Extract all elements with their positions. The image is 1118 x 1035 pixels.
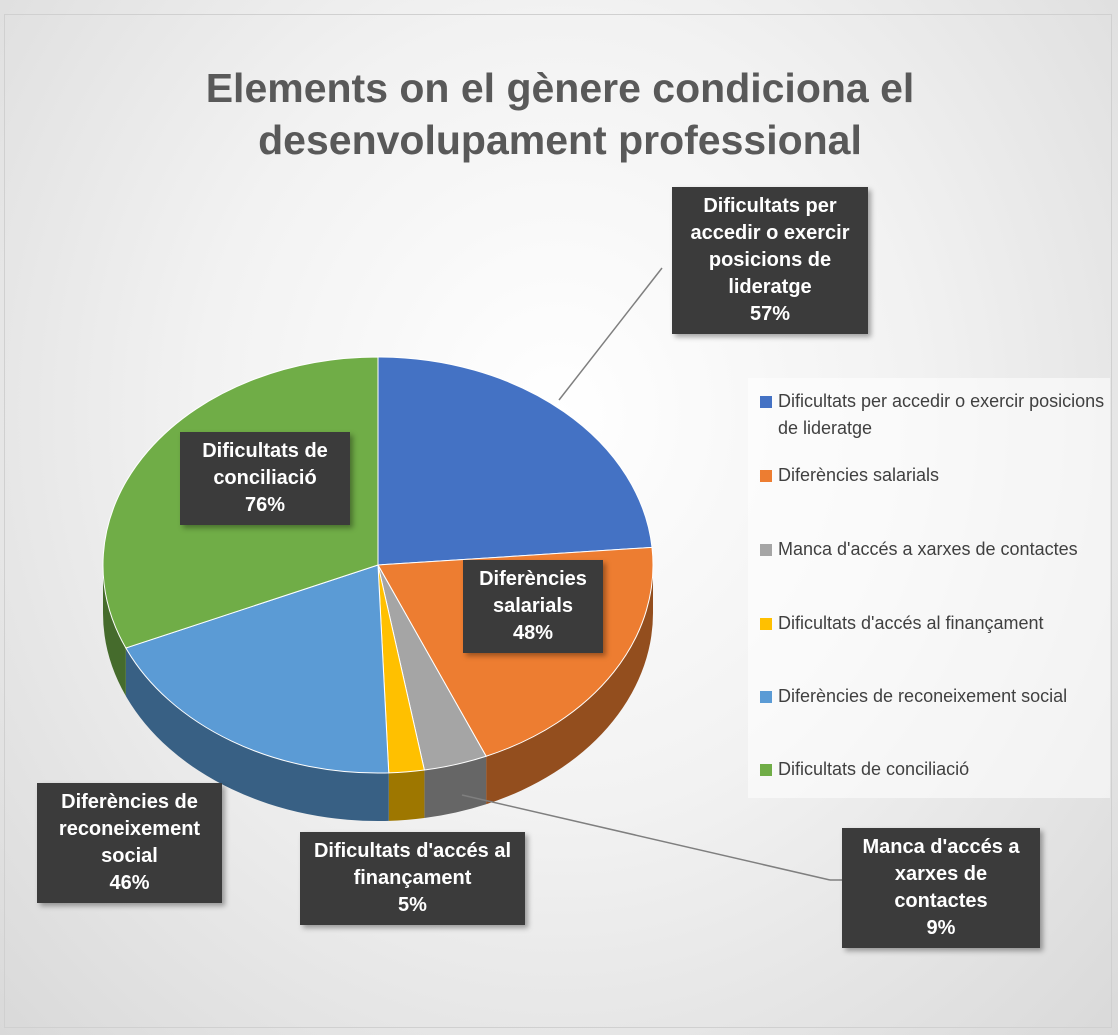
legend-label: Dificultats d'accés al finançament bbox=[778, 613, 1044, 633]
legend-swatch bbox=[760, 544, 772, 556]
label-value: 48% bbox=[512, 622, 554, 644]
label-category: Diferències de reconeixement social bbox=[58, 791, 201, 867]
leader-line bbox=[461, 794, 831, 881]
legend-swatch bbox=[760, 396, 772, 408]
legend-label: Dificultats de conciliació bbox=[778, 759, 970, 779]
leader-line bbox=[558, 267, 663, 401]
legend-swatch bbox=[760, 764, 772, 776]
legend-item: Diferències de reconeixement social bbox=[760, 683, 1118, 710]
slice-side bbox=[424, 756, 487, 819]
label-category: Dificultats d'accés al finançament bbox=[313, 840, 512, 889]
label-value: 76% bbox=[244, 494, 286, 516]
slice-side bbox=[486, 565, 653, 805]
chart-title: Elements on el gènere condiciona el dese… bbox=[205, 65, 915, 163]
slice bbox=[377, 356, 653, 566]
legend-item: Dificultats per accedir o exercir posici… bbox=[760, 388, 1118, 442]
data-label: Dificultats d'accés al finançament 5% bbox=[300, 832, 525, 925]
slice bbox=[125, 564, 390, 774]
legend-label: Diferències salarials bbox=[778, 465, 940, 485]
legend-label: Dificultats per accedir o exercir posici… bbox=[778, 391, 1105, 438]
legend-label: Manca d'accés a xarxes de contactes bbox=[778, 539, 1078, 559]
label-value: 5% bbox=[398, 894, 427, 916]
legend-item: Dificultats d'accés al finançament bbox=[760, 610, 1118, 637]
legend-item: Diferències salarials bbox=[760, 462, 1118, 489]
data-label: Dificultats de conciliació 76% bbox=[180, 432, 350, 525]
legend-swatch bbox=[760, 691, 772, 703]
legend-swatch bbox=[760, 618, 772, 630]
data-label: Diferències de reconeixement social 46% bbox=[37, 783, 222, 903]
label-category: Dificultats de conciliació bbox=[202, 440, 328, 489]
slice-side bbox=[125, 648, 389, 821]
chart-border bbox=[4, 14, 1112, 1028]
legend-item: Manca d'accés a xarxes de contactes bbox=[760, 536, 1118, 563]
data-label: Diferències salarials 48% bbox=[463, 560, 603, 653]
label-category: Dificultats per accedir o exercir posici… bbox=[690, 195, 850, 298]
legend-item: Dificultats de conciliació bbox=[760, 756, 1118, 783]
label-category: Diferències salarials bbox=[479, 568, 587, 617]
label-category: Manca d'accés a xarxes de contactes bbox=[862, 836, 1020, 912]
legend: Dificultats per accedir o exercir posici… bbox=[748, 378, 1110, 798]
legend-label: Diferències de reconeixement social bbox=[778, 686, 1068, 706]
label-value: 57% bbox=[749, 303, 791, 325]
label-value: 9% bbox=[926, 917, 956, 939]
slice-side bbox=[388, 770, 425, 821]
legend-swatch bbox=[760, 470, 772, 482]
data-label: Manca d'accés a xarxes de contactes 9% bbox=[842, 828, 1040, 948]
data-label: Dificultats per accedir o exercir posici… bbox=[672, 187, 868, 334]
label-value: 46% bbox=[109, 872, 150, 894]
slice-side bbox=[103, 565, 126, 697]
